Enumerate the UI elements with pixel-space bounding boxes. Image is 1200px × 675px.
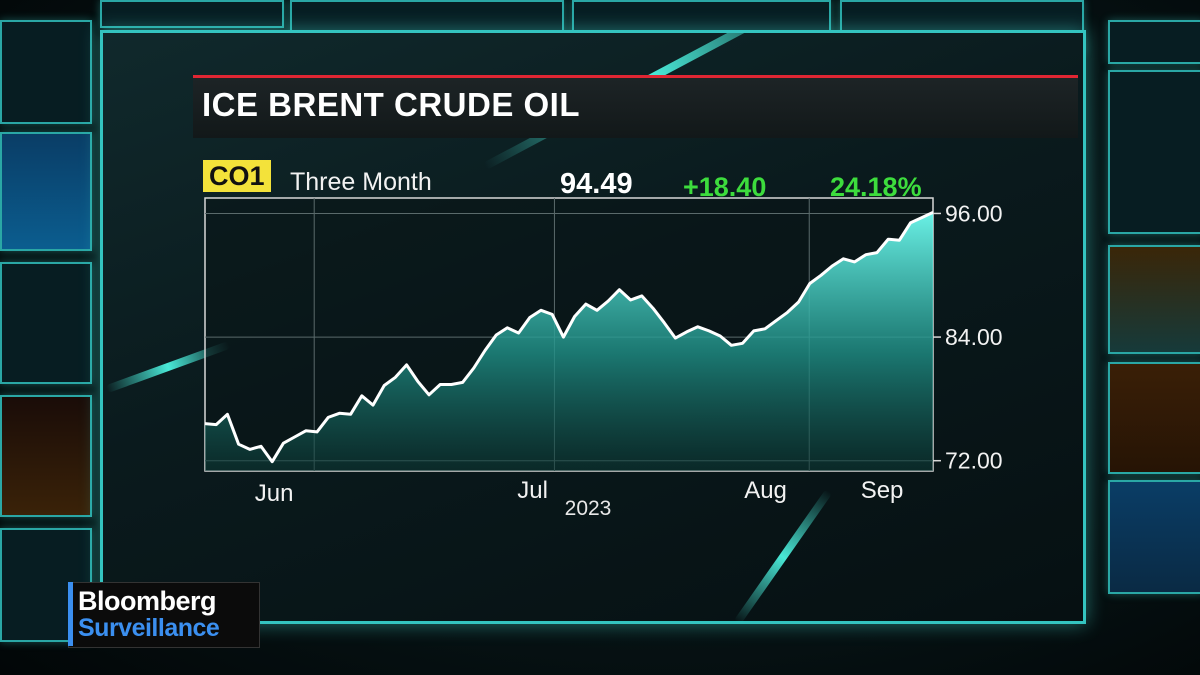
left-monitor-1 (0, 20, 92, 124)
left-monitor-3 (0, 262, 92, 384)
right-monitor-4 (1108, 362, 1200, 474)
ticker-badge: CO1 (203, 160, 271, 192)
net-change: +18.40 (683, 172, 767, 202)
x-tick-label: Sep (861, 477, 904, 504)
right-monitor-1 (1108, 20, 1200, 64)
left-monitor-4 (0, 395, 92, 517)
right-monitor-3 (1108, 245, 1200, 354)
logo-box (68, 582, 260, 648)
x-tick-label: Jun (255, 480, 294, 507)
right-monitor-5 (1108, 480, 1200, 594)
y-tick-label: 84.00 (945, 324, 1003, 350)
chart-title: ICE BRENT CRUDE OIL (202, 86, 581, 123)
left-monitor-2 (0, 132, 92, 251)
price-area (205, 212, 933, 471)
percent-change: 24.18% (830, 172, 922, 202)
y-axis: 72.00 84.00 96.00 (933, 200, 1003, 474)
x-tick-label: Aug (744, 477, 787, 504)
last-price: 94.49 (560, 168, 633, 200)
y-tick-label: 96.00 (945, 200, 1003, 226)
y-tick-label: 72.00 (945, 448, 1003, 474)
brand-logo-line2: Surveillance (78, 614, 220, 642)
brand-logo-line1: Bloomberg (78, 586, 217, 616)
tenor-label: Three Month (290, 168, 432, 196)
top-monitor-1 (100, 0, 284, 28)
x-axis: Jun Jul Aug Sep (255, 477, 904, 507)
price-line (204, 211, 934, 464)
x-axis-year-label: 2023 (565, 497, 612, 520)
right-monitor-2 (1108, 70, 1200, 234)
title-bar (193, 75, 1078, 138)
logo-accent-bar (68, 582, 73, 646)
x-tick-label: Jul (517, 477, 548, 504)
